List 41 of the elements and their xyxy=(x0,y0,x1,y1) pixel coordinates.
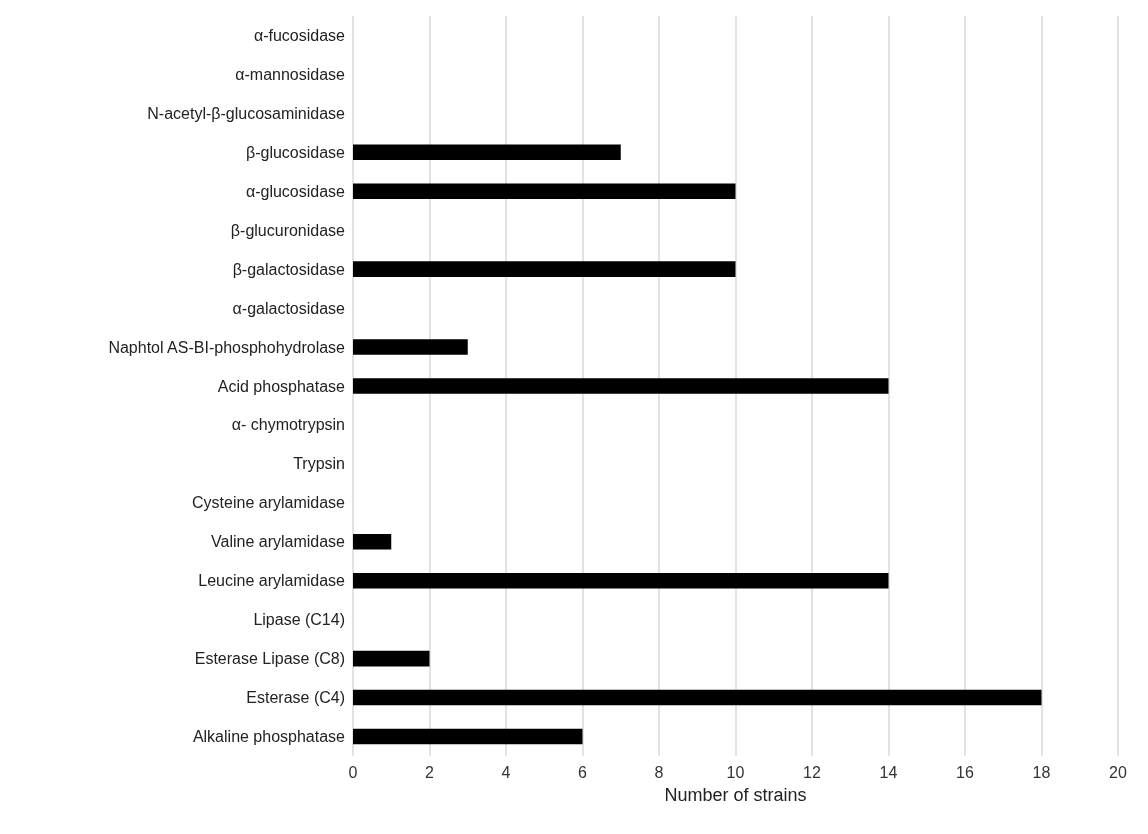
y-tick-label: α-galactosidase xyxy=(232,299,346,317)
y-tick-label: α-glucosidase xyxy=(245,182,346,200)
y-tick-label: Cysteine arylamidase xyxy=(192,494,346,512)
x-tick-label: 12 xyxy=(803,763,821,781)
bar xyxy=(353,378,889,394)
y-tick-label: β-galactosidase xyxy=(232,260,346,278)
x-tick-label: 8 xyxy=(654,763,664,781)
bar xyxy=(353,572,889,589)
y-tick-label: Leucine arylamidase xyxy=(198,572,346,590)
bar xyxy=(353,183,736,200)
y-tick-label: N-acetyl-β-glucosaminidase xyxy=(147,104,346,122)
y-tick-label: Esterase Lipase (C8) xyxy=(194,650,345,668)
y-tick-label: Lipase (C14) xyxy=(253,611,345,629)
y-tick-label: Trypsin xyxy=(293,455,345,473)
x-tick-label: 16 xyxy=(956,763,974,781)
x-tick-label: 0 xyxy=(348,763,358,781)
y-tick-label: Acid phosphatase xyxy=(217,377,346,395)
y-tick-label: β-glucosidase xyxy=(245,143,346,161)
x-tick-label: 6 xyxy=(578,763,588,781)
y-tick-label: Naphtol AS-BI-phosphohydrolase xyxy=(108,338,346,356)
y-tick-label: Esterase (C4) xyxy=(246,689,345,707)
bar xyxy=(353,728,583,745)
y-tick-label: α-mannosidase xyxy=(235,65,346,83)
x-axis-title: Number of strains xyxy=(664,785,807,805)
x-tick-label: 20 xyxy=(1109,763,1127,781)
y-tick-label: Valine arylamidase xyxy=(211,533,346,551)
x-tick-label: 2 xyxy=(425,763,435,781)
x-tick-label: 10 xyxy=(726,763,745,781)
bar xyxy=(353,534,392,550)
y-tick-label: α-fucosidase xyxy=(253,26,346,44)
bar xyxy=(353,261,736,277)
bar xyxy=(353,144,621,161)
x-tick-label: 14 xyxy=(879,763,898,781)
bar xyxy=(353,339,468,355)
bar xyxy=(353,689,1042,706)
x-tick-label: 4 xyxy=(501,763,511,781)
bar xyxy=(353,650,430,667)
y-tick-label: β-glucuronidase xyxy=(230,221,346,239)
y-tick-label: Alkaline phosphatase xyxy=(192,728,346,746)
y-tick-label: α- chymotrypsin xyxy=(231,416,345,434)
x-tick-label: 18 xyxy=(1032,763,1051,781)
